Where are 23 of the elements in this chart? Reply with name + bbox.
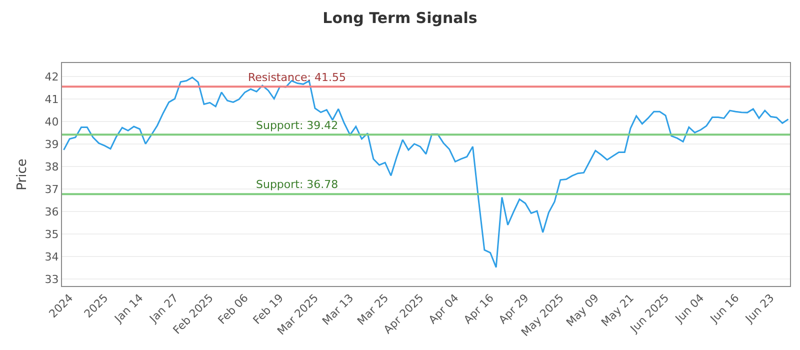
ref-line-label: Support: 39.42 bbox=[256, 119, 338, 132]
x-tick-label: Jan 14 bbox=[111, 292, 146, 326]
x-tick-label: Apr 16 bbox=[461, 292, 496, 327]
x-tick-label: Feb 06 bbox=[216, 292, 251, 327]
y-axis-title: Price bbox=[15, 158, 30, 190]
x-tick-label: Jun 04 bbox=[672, 292, 707, 326]
x-tick-label: Apr 04 bbox=[426, 292, 462, 327]
y-tick-label: 41 bbox=[44, 92, 59, 106]
y-tick-label: 37 bbox=[44, 182, 59, 196]
y-tick-label: 33 bbox=[44, 273, 59, 286]
y-tick-label: 39 bbox=[44, 138, 59, 151]
ref-line-label: Resistance: 41.55 bbox=[248, 71, 346, 84]
y-tick-label: 42 bbox=[44, 70, 59, 84]
y-tick-label: 34 bbox=[44, 250, 59, 264]
y-tick-label: 35 bbox=[44, 228, 59, 242]
x-tick-label: Jun 23 bbox=[742, 292, 777, 326]
y-tick-label: 36 bbox=[44, 206, 59, 219]
x-tick-label: Mar 13 bbox=[320, 292, 356, 328]
chart-title: Long Term Signals bbox=[322, 8, 478, 27]
y-tick-label: 40 bbox=[44, 115, 59, 128]
ref-line-label: Support: 36.78 bbox=[256, 178, 338, 191]
y-tick-label: 38 bbox=[44, 160, 59, 174]
x-tick-label: Jun 16 bbox=[707, 292, 742, 326]
